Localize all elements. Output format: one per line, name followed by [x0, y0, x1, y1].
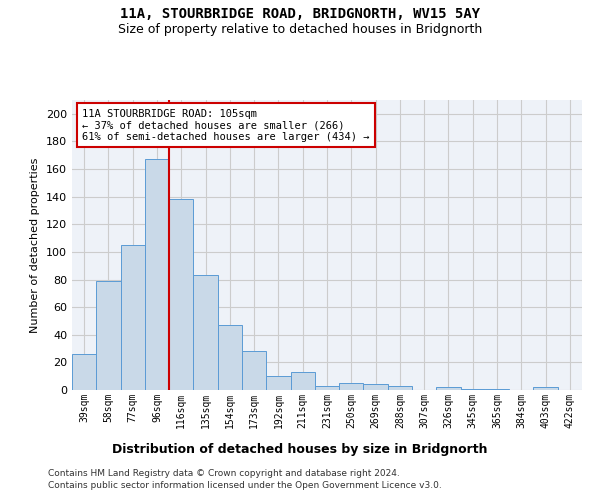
- Bar: [169, 200, 193, 390]
- Text: 11A STOURBRIDGE ROAD: 105sqm
← 37% of detached houses are smaller (266)
61% of s: 11A STOURBRIDGE ROAD: 105sqm ← 37% of de…: [82, 108, 370, 142]
- Bar: [315, 386, 339, 390]
- Bar: [436, 387, 461, 390]
- Bar: [364, 384, 388, 390]
- Bar: [72, 354, 96, 390]
- Bar: [485, 388, 509, 390]
- Bar: [96, 281, 121, 390]
- Bar: [339, 383, 364, 390]
- Bar: [266, 376, 290, 390]
- Bar: [193, 276, 218, 390]
- Y-axis label: Number of detached properties: Number of detached properties: [31, 158, 40, 332]
- Bar: [218, 325, 242, 390]
- Text: Contains public sector information licensed under the Open Government Licence v3: Contains public sector information licen…: [48, 481, 442, 490]
- Bar: [121, 245, 145, 390]
- Bar: [145, 160, 169, 390]
- Bar: [533, 387, 558, 390]
- Text: Contains HM Land Registry data © Crown copyright and database right 2024.: Contains HM Land Registry data © Crown c…: [48, 468, 400, 477]
- Text: Distribution of detached houses by size in Bridgnorth: Distribution of detached houses by size …: [112, 442, 488, 456]
- Bar: [290, 372, 315, 390]
- Bar: [461, 388, 485, 390]
- Text: 11A, STOURBRIDGE ROAD, BRIDGNORTH, WV15 5AY: 11A, STOURBRIDGE ROAD, BRIDGNORTH, WV15 …: [120, 8, 480, 22]
- Text: Size of property relative to detached houses in Bridgnorth: Size of property relative to detached ho…: [118, 22, 482, 36]
- Bar: [242, 352, 266, 390]
- Bar: [388, 386, 412, 390]
